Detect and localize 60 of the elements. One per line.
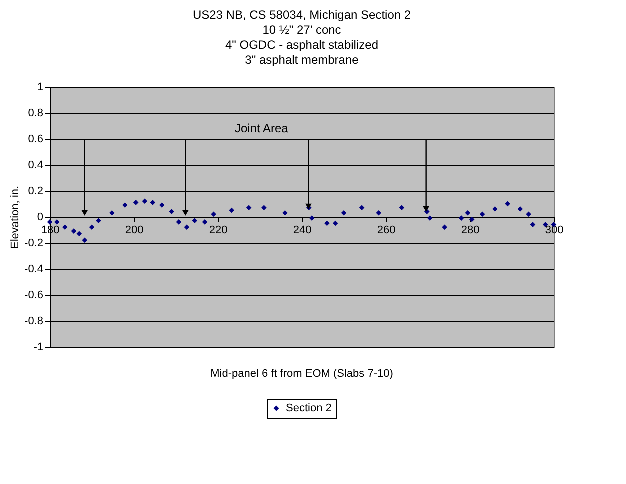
point <box>96 218 102 224</box>
point <box>192 218 198 224</box>
point <box>142 198 148 204</box>
point <box>211 212 216 218</box>
x-tick-label: 280 <box>461 224 480 236</box>
point <box>62 224 68 230</box>
point <box>133 200 139 206</box>
point <box>54 220 60 225</box>
point <box>76 231 82 237</box>
point <box>82 238 88 244</box>
y-tick-label: -0.6 <box>24 290 44 302</box>
x-tick-label: 220 <box>209 224 228 236</box>
x-tick-label: 260 <box>377 224 396 236</box>
x-axis-title: Mid-panel 6 ft from EOM (Slabs 7-10) <box>210 368 394 380</box>
point <box>469 216 475 222</box>
point <box>262 205 267 211</box>
point <box>150 200 156 206</box>
point <box>229 208 235 214</box>
x-tick-label: 240 <box>293 224 312 236</box>
point <box>71 228 77 234</box>
annotation: Joint Area <box>234 122 289 136</box>
point <box>110 210 115 216</box>
point <box>442 224 448 230</box>
point <box>332 220 338 226</box>
y-axis-title: Elevation, in. <box>10 186 22 249</box>
point <box>169 209 174 214</box>
point <box>122 202 128 208</box>
chart-title: US23 NB, CS 58034, Michigan Section 2 <box>192 8 412 22</box>
point <box>376 210 382 216</box>
point <box>427 216 433 221</box>
y-tick-label: 0.6 <box>28 134 44 146</box>
legend-label: Section 2 <box>286 402 332 414</box>
point <box>399 205 405 211</box>
y-tick-label: 0.2 <box>28 186 44 198</box>
point <box>184 224 190 230</box>
point <box>89 224 95 230</box>
point <box>359 205 365 211</box>
y-tick-label: -0.8 <box>24 316 44 328</box>
point <box>246 205 252 211</box>
point <box>492 206 498 212</box>
y-tick-label: 0.4 <box>28 160 44 172</box>
point <box>458 216 464 221</box>
x-tick-label: 300 <box>545 224 564 236</box>
point <box>176 220 182 225</box>
point <box>159 202 165 208</box>
point <box>309 216 315 221</box>
y-tick-label: -0.2 <box>24 238 44 250</box>
y-tick-label: 1 <box>37 82 44 94</box>
y-tick-label: 0 <box>37 212 44 224</box>
point <box>282 210 288 216</box>
point <box>480 212 486 218</box>
x-tick-label: 200 <box>125 224 144 236</box>
point <box>465 210 471 216</box>
y-tick-label: 0.8 <box>28 108 44 120</box>
point <box>341 210 347 216</box>
y-tick-label: -0.4 <box>24 264 44 276</box>
point <box>518 206 524 212</box>
y-tick-label: -1 <box>34 342 44 354</box>
chart-subtitle: 10 ½" 27' conc 4" OGDC - asphalt stabilized 3" asphalt membrane <box>226 23 378 67</box>
point <box>526 212 532 218</box>
